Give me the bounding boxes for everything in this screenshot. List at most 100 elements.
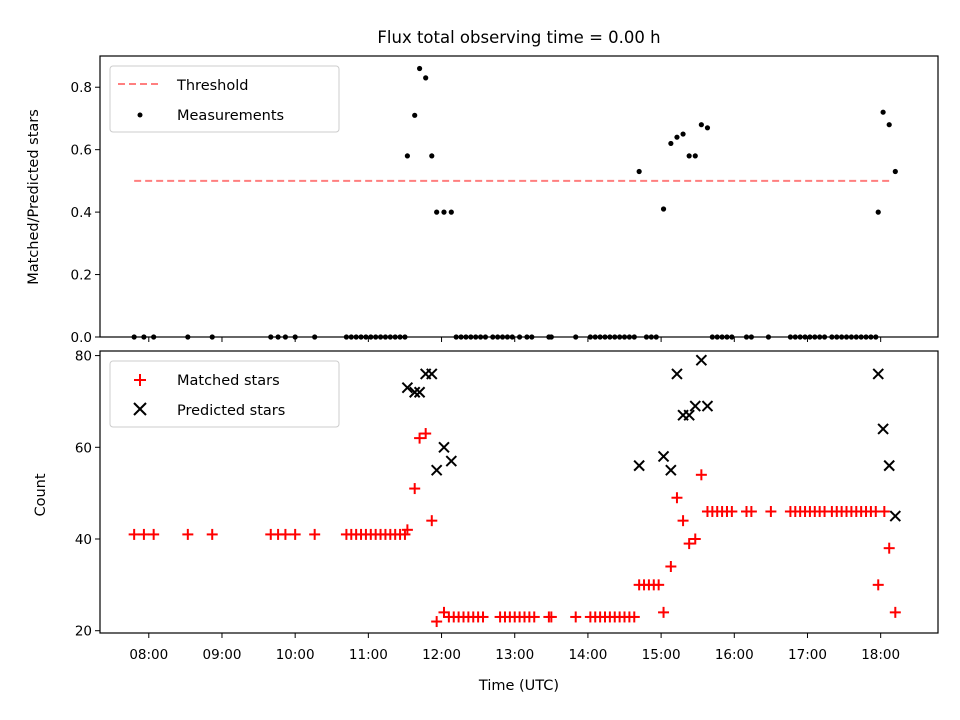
matched-stars-point — [677, 515, 689, 527]
predicted-stars-point — [671, 368, 683, 380]
matched-legend-swatch — [134, 374, 146, 386]
top-legend-box — [109, 65, 340, 133]
matched-stars-point — [182, 528, 194, 540]
matched-stars-point — [570, 611, 582, 623]
matched-stars-point — [665, 561, 677, 573]
chart-title: Flux total observing time = 0.00 h — [377, 28, 660, 47]
matched-stars-point — [148, 528, 160, 540]
top-y-axis-label: Matched/Predicted stars — [26, 109, 42, 285]
bottom-xtick-label: 10:00 — [276, 647, 315, 663]
bottom-xtick-label: 18:00 — [861, 647, 900, 663]
bottom-ytick-label: 20 — [75, 624, 92, 640]
top-axes: 0.0 0.2 0.4 0.6 0.8 — [71, 55, 939, 346]
legend-predicted-label: Predicted stars — [177, 403, 285, 419]
x-axis-label: Time (UTC) — [478, 678, 559, 694]
matched-stars-point — [431, 616, 443, 628]
measurements-point — [680, 131, 686, 137]
matched-stars-point — [309, 528, 321, 540]
measurements-point — [686, 153, 692, 159]
top-ytick-label: 0.8 — [71, 80, 92, 96]
predicted-stars-point — [695, 354, 708, 366]
matched-stars-point — [206, 528, 218, 540]
measurements-point — [448, 209, 454, 215]
predicted-stars-point — [430, 464, 443, 476]
bottom-legend-box — [109, 360, 340, 428]
matched-stars-point — [878, 505, 890, 517]
matched-stars-point — [420, 428, 432, 440]
matched-stars-point — [128, 528, 140, 540]
top-ytick-label: 0.0 — [71, 330, 92, 346]
matched-stars-point — [745, 505, 757, 517]
matched-stars-point — [528, 611, 540, 623]
matched-stars-point — [545, 611, 557, 623]
measurements-point — [892, 168, 898, 175]
bottom-legend: Matched stars Predicted stars — [109, 360, 340, 428]
measurements-point — [886, 122, 892, 128]
measurements-point — [441, 209, 447, 215]
top-panel: 0.00.20.40.60.8 Matched/Predicted stars … — [26, 55, 939, 346]
predicted-stars-point — [426, 368, 438, 380]
matched-stars-point — [289, 528, 301, 540]
predicted-stars-point — [445, 455, 458, 467]
measurements-point — [880, 109, 886, 115]
measurements-point — [412, 112, 418, 118]
matched-stars-point — [726, 505, 738, 517]
matched-stars-point — [658, 606, 670, 618]
matched-stars-point — [695, 469, 707, 481]
bottom-xtick-label: 15:00 — [642, 647, 681, 663]
bottom-xtick-label: 16:00 — [715, 647, 754, 663]
matched-stars-point — [279, 528, 291, 540]
measurements-point — [692, 153, 698, 159]
predicted-stars-point — [401, 381, 414, 394]
measurements-point — [704, 125, 711, 131]
predicted-stars-point — [413, 386, 426, 398]
predicted-stars-point — [889, 510, 902, 522]
matched-stars-point — [689, 533, 701, 545]
measurements-point — [429, 153, 435, 159]
matched-stars-point — [883, 542, 895, 554]
measurements-point — [674, 134, 680, 140]
predicted-legend-swatch — [133, 402, 147, 416]
measurements-point — [875, 209, 881, 215]
bottom-panel: 20 40 60 80 08:00 09:00 10:00 11:00 12:00 13:00 14… — [33, 349, 939, 694]
bottom-ytick-label: 60 — [75, 440, 92, 456]
bottom-axes: 20 40 60 80 08:00 09:00 10:00 11:00 12:00 13:00 14… — [75, 349, 939, 663]
predicted-stars-point — [438, 441, 450, 453]
legend-threshold-label: Threshold — [176, 78, 248, 94]
bottom-ytick-label: 80 — [75, 349, 92, 365]
predicted-stars-point — [689, 400, 701, 412]
measurements-point — [416, 65, 423, 72]
matched-stars-point — [683, 538, 695, 550]
measurements-point — [404, 153, 410, 159]
measurements-point — [434, 209, 440, 215]
top-ytick-label: 0.6 — [71, 143, 92, 159]
predicted-stars-point — [701, 400, 714, 412]
matched-stars-point — [765, 505, 777, 517]
predicted-stars-point — [633, 459, 645, 472]
matched-stars-point — [414, 432, 426, 444]
bottom-xtick-label: 17:00 — [788, 647, 827, 663]
matched-stars-point — [653, 579, 665, 591]
measurements-point — [636, 168, 642, 175]
bottom-xtick-label: 09:00 — [203, 647, 242, 663]
bottom-plot-marks — [128, 354, 902, 628]
matched-stars-point — [889, 606, 901, 618]
predicted-stars-point — [883, 459, 895, 472]
top-ytick-label: 0.4 — [71, 205, 92, 221]
matched-stars-point — [426, 515, 438, 527]
predicted-stars-point — [409, 386, 421, 398]
bottom-xtick-label: 14:00 — [568, 647, 607, 663]
measurements-point — [423, 75, 429, 81]
bottom-xtick-label: 13:00 — [495, 647, 534, 663]
top-ytick-label: 0.2 — [71, 268, 92, 284]
measurements-point — [698, 122, 704, 128]
matched-stars-point — [671, 492, 683, 504]
matched-stars-point — [872, 579, 884, 591]
predicted-stars-point — [872, 368, 884, 380]
predicted-stars-point — [665, 464, 677, 476]
legend-matched-label: Matched stars — [177, 373, 280, 389]
predicted-stars-point — [683, 409, 695, 421]
top-legend: Threshold Measurements — [109, 65, 340, 133]
matched-stars-point — [477, 611, 489, 623]
